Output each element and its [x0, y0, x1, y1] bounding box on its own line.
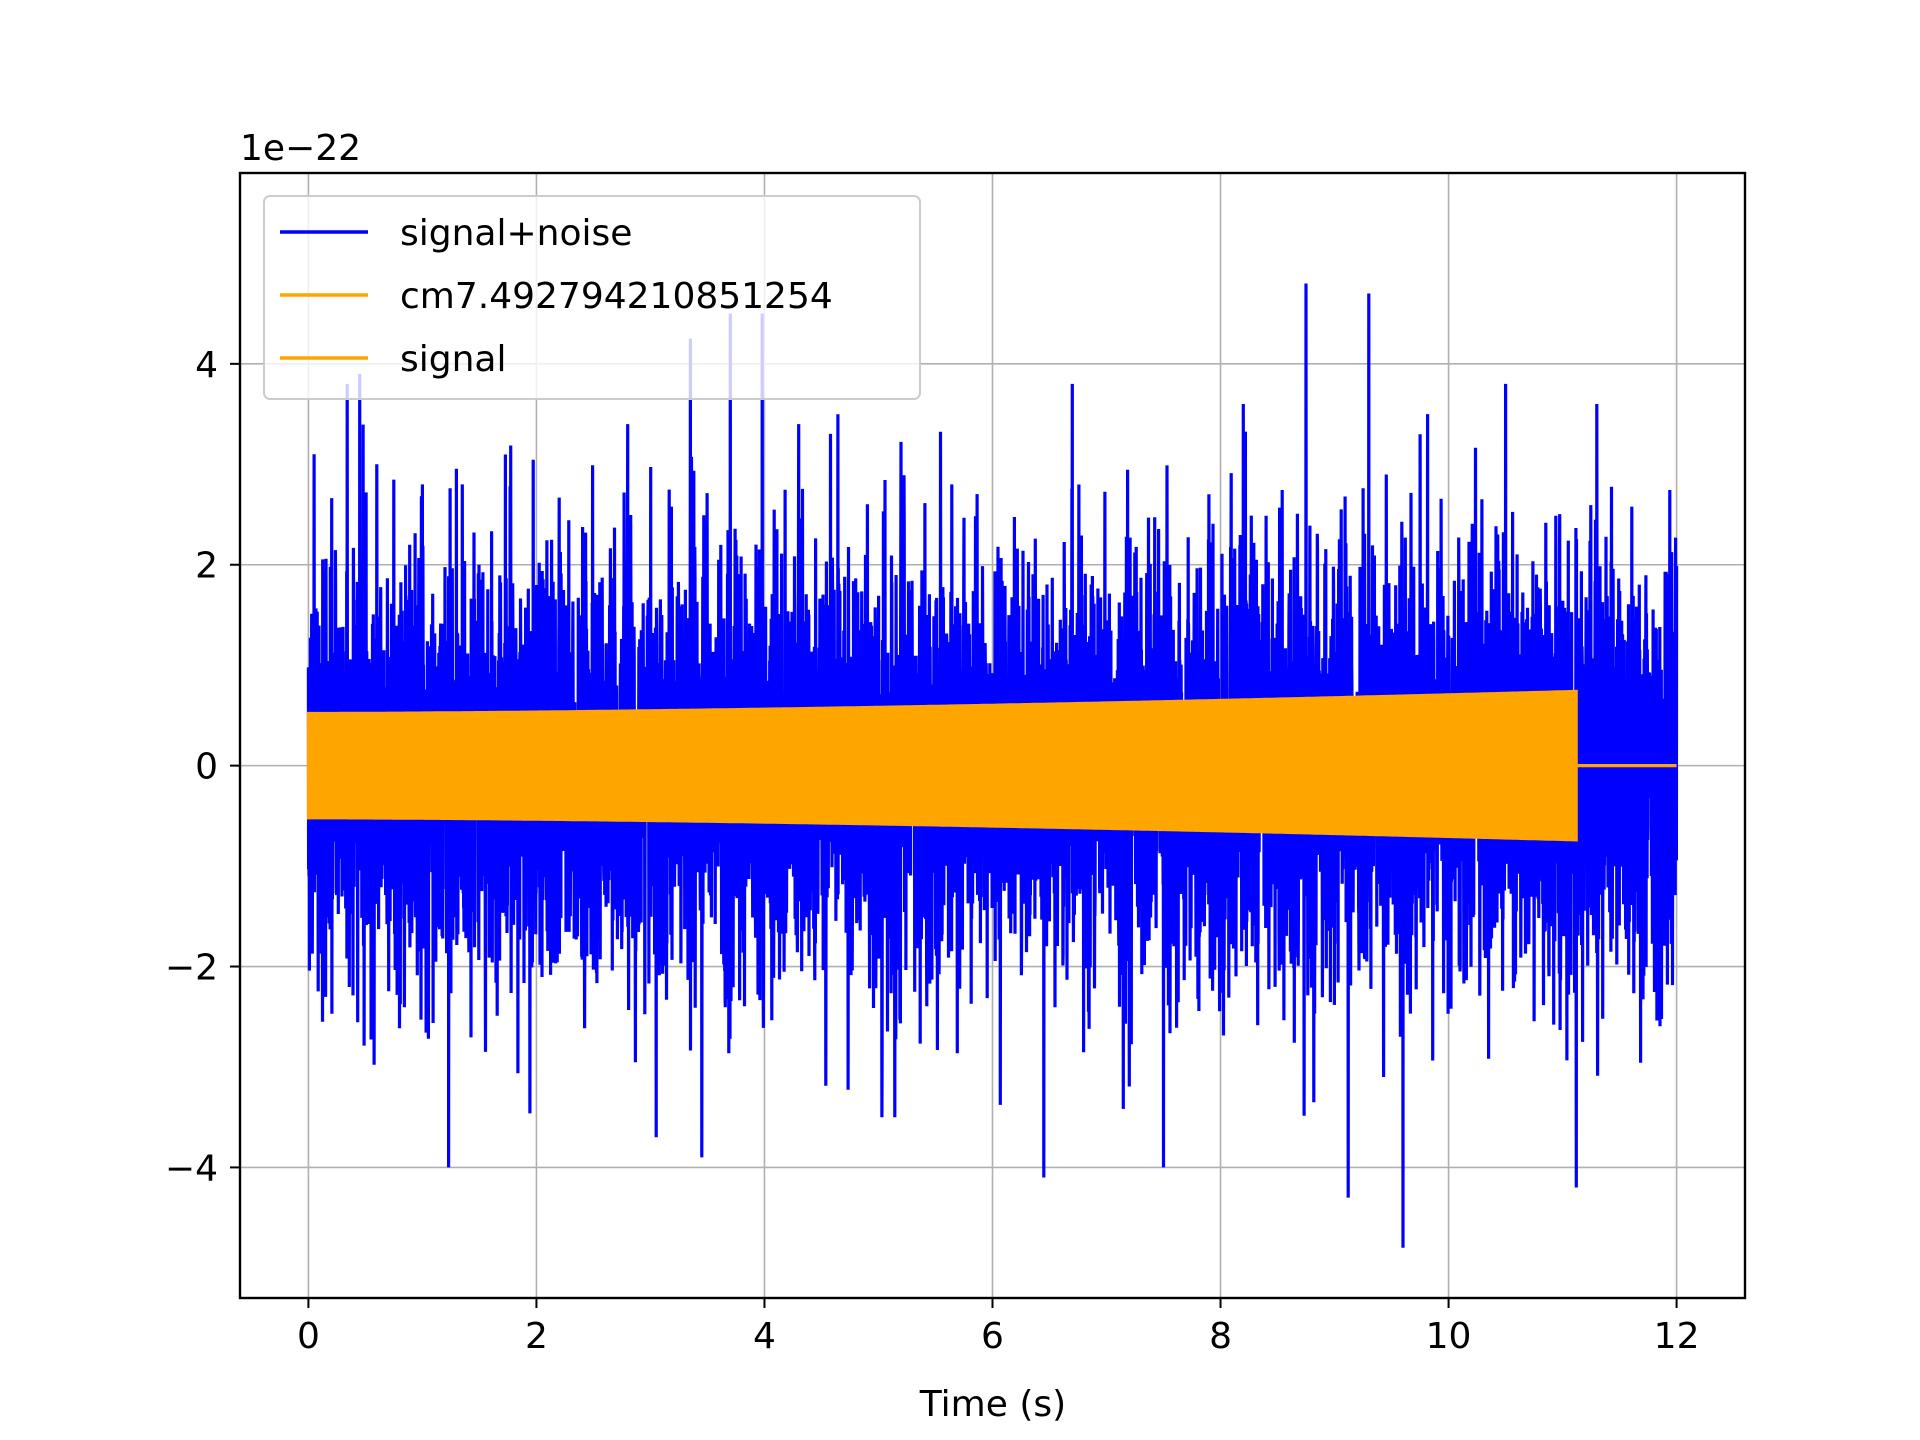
- x-tick-label: 8: [1209, 1316, 1232, 1357]
- x-tick-label: 0: [297, 1316, 320, 1357]
- x-tick-label: 2: [525, 1316, 548, 1357]
- x-tick-label: 10: [1426, 1316, 1472, 1357]
- x-tick-label: 12: [1654, 1316, 1700, 1357]
- legend-label: cm7.492794210851254: [400, 276, 833, 317]
- x-axis-title: Time (s): [919, 1384, 1066, 1425]
- legend-box: [263, 195, 921, 400]
- y-tick-label: −4: [165, 1148, 218, 1189]
- y-tick-label: 0: [195, 747, 218, 788]
- series-cm-chirp: [306, 689, 1578, 842]
- legend-label: signal: [400, 339, 507, 380]
- x-tick-label: 6: [981, 1316, 1004, 1357]
- y-offset-label: 1e−22: [240, 128, 361, 169]
- x-tick-label: 4: [753, 1316, 776, 1357]
- legend: signal+noise cm7.492794210851254 signal: [263, 195, 921, 400]
- y-tick-label: −2: [165, 948, 218, 989]
- ticks: 0 2 4 6 8 10 12 −4 −2 0 2 4: [165, 345, 1700, 1357]
- legend-label: signal+noise: [400, 213, 632, 254]
- y-tick-label: 4: [195, 345, 218, 386]
- data-layer: [306, 283, 1679, 1248]
- y-tick-label: 2: [195, 546, 218, 587]
